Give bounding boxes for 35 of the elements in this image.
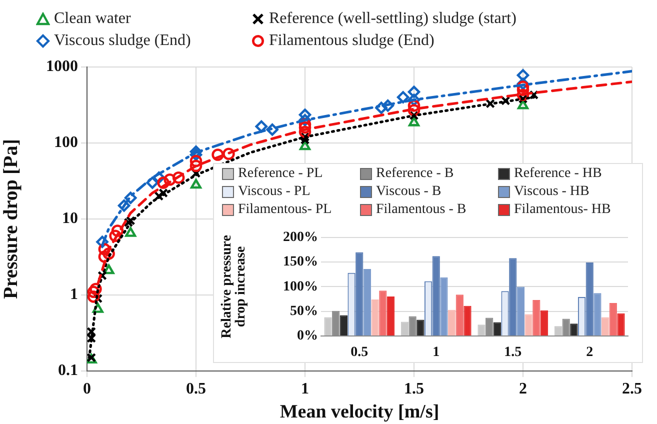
legend-label: Filamentous- HB	[514, 202, 611, 218]
y-tick-label: 200%	[283, 230, 318, 246]
x-axis-title: Mean velocity [m/s]	[280, 402, 440, 423]
legend-label: Reference - PL	[238, 166, 323, 182]
legend-label: Viscous - HB	[514, 184, 590, 200]
legend-label: Reference (well-settling) sludge (start)	[269, 10, 516, 28]
y-tick-label: 1000	[46, 58, 78, 76]
legend-label: Reference - B	[376, 166, 454, 182]
legend-label: Viscous sludge (End)	[54, 32, 191, 50]
y-tick-label: 100	[54, 134, 78, 152]
y-tick-label: 10	[62, 210, 78, 228]
x-tick-label: 0.5	[186, 380, 206, 398]
y-axis-title: Pressure drop [Pa]	[0, 139, 22, 299]
legend-label: Filamentous sludge (End)	[269, 32, 434, 50]
x-tick-label: 2.5	[622, 380, 642, 398]
x-tick-label: 1	[432, 345, 440, 360]
x-tick-label: 1.5	[404, 380, 424, 398]
y-tick-label: 0.1	[58, 362, 78, 380]
legend-label: Filamentous - B	[376, 202, 466, 218]
y-tick-label: 0%	[297, 328, 318, 344]
y-tick-label: 150%	[283, 254, 318, 270]
x-tick-label: 1.5	[504, 345, 522, 360]
y-tick-label: 1	[70, 286, 78, 304]
x-tick-label: 0.5	[350, 345, 368, 360]
y-tick-label: 100%	[283, 279, 318, 294]
legend-label: Viscous - PL	[238, 184, 310, 200]
legend-label: Clean water	[54, 10, 131, 28]
x-tick-label: 2	[586, 345, 594, 360]
legend-label: Filamentous- PL	[238, 202, 332, 218]
legend-label: Reference - HB	[514, 166, 602, 182]
legend-label: Viscous - B	[376, 184, 442, 200]
x-tick-label: 0	[83, 380, 91, 398]
y-tick-label: 50%	[290, 304, 318, 319]
y-axis-title: Relative pressure drop increase	[220, 235, 249, 338]
x-tick-label: 2	[519, 380, 527, 398]
